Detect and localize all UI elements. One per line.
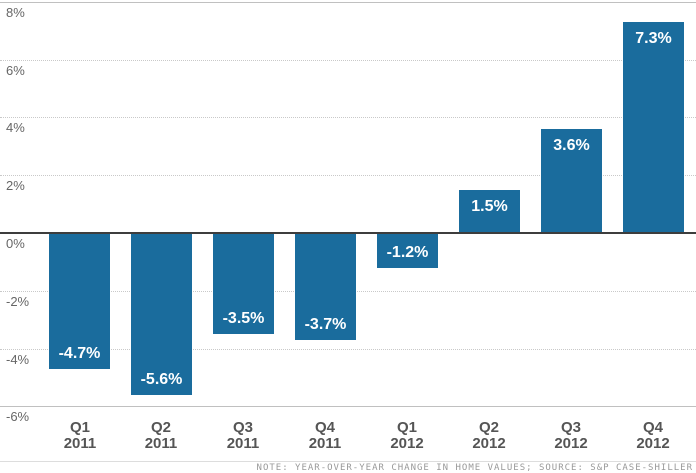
bar-Q4-2011: -3.7% — [295, 233, 356, 340]
gridline-4% — [0, 117, 696, 118]
x-tick-label: Q4 2011 — [283, 420, 367, 452]
y-tick-label: 2% — [6, 178, 25, 193]
x-tick-year: 2012 — [554, 435, 588, 452]
zero-axis-line — [0, 232, 696, 234]
y-tick-label: -4% — [6, 352, 30, 367]
x-tick-quarter: Q3 — [560, 419, 581, 436]
x-tick-label: Q2 2011 — [119, 420, 203, 452]
x-tick-year: 2012 — [472, 435, 506, 452]
gridline-6% — [0, 60, 696, 61]
bar-Q3-2011: -3.5% — [213, 233, 274, 334]
x-tick-year: 2011 — [226, 435, 260, 452]
bar-value-label: -5.6% — [140, 371, 183, 388]
x-tick-quarter: Q1 — [396, 419, 417, 436]
x-tick-year: 2012 — [636, 435, 670, 452]
y-tick-label: 8% — [6, 5, 25, 20]
bar-value-label: -1.2% — [386, 244, 429, 261]
bar-value-label: 7.3% — [635, 30, 672, 47]
x-tick-label: Q2 2012 — [447, 420, 531, 452]
x-tick-label: Q3 2011 — [201, 420, 285, 452]
bar-Q4-2012: 7.3% — [623, 22, 684, 233]
bar-Q3-2012: 3.6% — [541, 129, 602, 233]
gridline--6% — [0, 406, 696, 407]
x-tick-quarter: Q4 — [642, 419, 663, 436]
x-tick-year: 2011 — [308, 435, 342, 452]
y-tick-label: 0% — [6, 236, 25, 251]
bar-Q2-2011: -5.6% — [131, 233, 192, 395]
x-tick-year: 2011 — [63, 435, 97, 452]
bar-value-label: -4.7% — [58, 345, 101, 362]
note-divider — [0, 461, 696, 462]
gridline--4% — [0, 349, 696, 350]
y-tick-label: -6% — [6, 409, 30, 424]
gridline-8% — [0, 2, 696, 3]
x-tick-label: Q4 2012 — [611, 420, 695, 452]
x-tick-quarter: Q2 — [150, 419, 171, 436]
y-tick-label: -2% — [6, 294, 30, 309]
x-tick-quarter: Q1 — [69, 419, 90, 436]
chart-source-note: NOTE: YEAR-OVER-YEAR CHANGE IN HOME VALU… — [256, 463, 693, 473]
gridline-2% — [0, 175, 696, 176]
x-tick-label: Q1 2011 — [38, 420, 122, 452]
x-tick-label: Q1 2012 — [365, 420, 449, 452]
bar-value-label: -3.7% — [304, 316, 347, 333]
y-tick-label: 6% — [6, 63, 25, 78]
bar-Q2-2012: 1.5% — [459, 190, 520, 233]
bar-Q1-2011: -4.7% — [49, 233, 110, 369]
x-tick-year: 2011 — [144, 435, 178, 452]
x-tick-label: Q3 2012 — [529, 420, 613, 452]
x-tick-year: 2012 — [390, 435, 424, 452]
bar-value-label: 3.6% — [553, 137, 590, 154]
bar-Q1-2012: -1.2% — [377, 233, 438, 268]
x-tick-quarter: Q3 — [232, 419, 253, 436]
y-tick-label: 4% — [6, 120, 25, 135]
bar-value-label: -3.5% — [222, 310, 265, 327]
x-tick-quarter: Q2 — [478, 419, 499, 436]
x-tick-quarter: Q4 — [314, 419, 335, 436]
bar-value-label: 1.5% — [471, 198, 508, 215]
